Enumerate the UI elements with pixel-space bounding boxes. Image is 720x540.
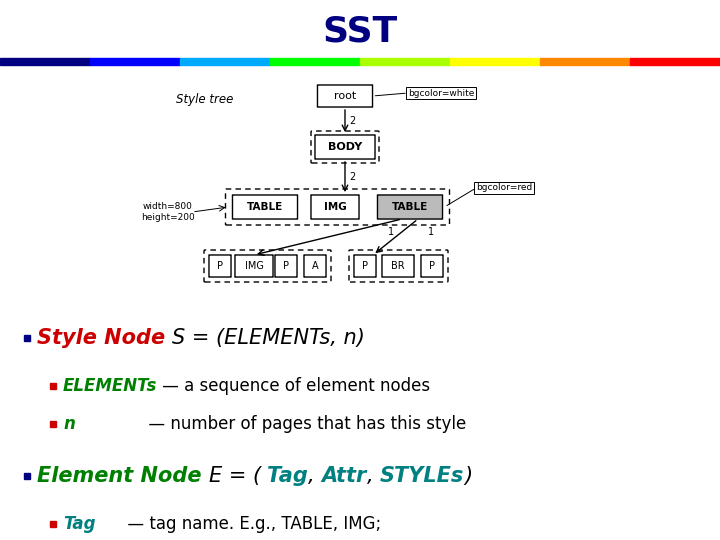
Bar (630, 58, 720, 65)
Text: n: n (63, 415, 75, 433)
Text: root: root (334, 91, 356, 101)
Text: Style tree: Style tree (176, 93, 234, 106)
Text: IMG: IMG (323, 202, 346, 212)
FancyBboxPatch shape (382, 255, 414, 277)
Text: width=800
height=200: width=800 height=200 (141, 201, 195, 222)
Text: Tag: Tag (63, 515, 96, 533)
FancyBboxPatch shape (311, 195, 359, 219)
Text: P: P (429, 261, 435, 271)
FancyBboxPatch shape (209, 255, 231, 277)
Text: IMG: IMG (245, 261, 264, 271)
Bar (360, 58, 450, 65)
Text: 1: 1 (388, 227, 394, 237)
Bar (450, 58, 540, 65)
FancyBboxPatch shape (233, 195, 297, 219)
Text: ELEMENTs: ELEMENTs (63, 377, 158, 395)
Bar (90, 58, 180, 65)
Text: ,: , (367, 466, 380, 486)
Text: A: A (312, 261, 318, 271)
Text: bgcolor=red: bgcolor=red (476, 184, 532, 192)
Text: BR: BR (391, 261, 405, 271)
Text: 2: 2 (349, 116, 355, 126)
Text: ,: , (308, 466, 322, 486)
Text: TABLE: TABLE (392, 202, 428, 212)
Text: P: P (362, 261, 368, 271)
Text: E = (: E = ( (209, 466, 268, 486)
Text: STYLEs: STYLEs (380, 466, 464, 486)
Text: BODY: BODY (328, 142, 362, 152)
FancyBboxPatch shape (304, 255, 326, 277)
FancyBboxPatch shape (421, 255, 443, 277)
Text: S = (ELEMENTs, n): S = (ELEMENTs, n) (172, 328, 365, 348)
Text: P: P (217, 261, 223, 271)
Text: 1: 1 (428, 227, 434, 237)
Bar (0, 58, 90, 65)
FancyBboxPatch shape (377, 195, 443, 219)
Text: — a sequence of element nodes: — a sequence of element nodes (158, 377, 431, 395)
Text: — number of pages that has this style: — number of pages that has this style (75, 415, 466, 433)
Bar (180, 58, 270, 65)
FancyBboxPatch shape (315, 135, 375, 159)
Text: TABLE: TABLE (247, 202, 283, 212)
FancyBboxPatch shape (318, 85, 372, 107)
Text: 2: 2 (349, 172, 355, 182)
Text: SST: SST (323, 15, 397, 49)
FancyBboxPatch shape (354, 255, 376, 277)
Text: — tag name. E.g., TABLE, IMG;: — tag name. E.g., TABLE, IMG; (96, 515, 381, 533)
Text: Attr: Attr (322, 466, 367, 486)
FancyBboxPatch shape (275, 255, 297, 277)
Text: Style Node: Style Node (37, 328, 172, 348)
Text: P: P (283, 261, 289, 271)
Bar (540, 58, 630, 65)
Bar (270, 58, 360, 65)
Text: Element Node: Element Node (37, 466, 209, 486)
Text: bgcolor=white: bgcolor=white (408, 89, 474, 98)
FancyBboxPatch shape (235, 255, 273, 277)
Text: ): ) (464, 466, 472, 486)
Text: Tag: Tag (268, 466, 308, 486)
